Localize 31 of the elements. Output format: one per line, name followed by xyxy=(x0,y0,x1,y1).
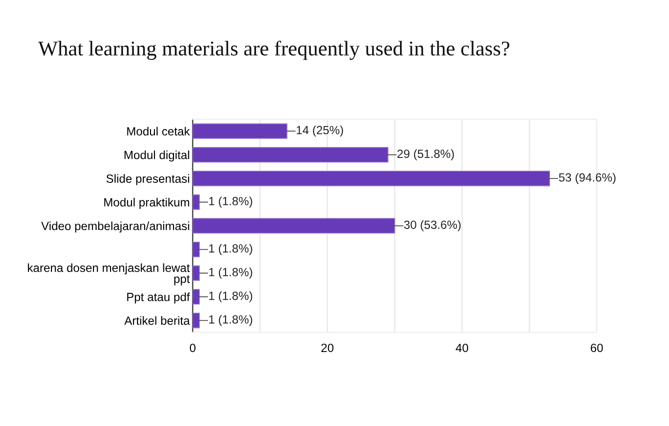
data-label: 30 (53.6%) xyxy=(404,220,461,232)
y-tick-label: Modul cetak xyxy=(127,126,190,136)
x-tick-label: 40 xyxy=(456,344,468,352)
x-tick-label: 60 xyxy=(590,344,603,352)
bar xyxy=(192,218,396,234)
y-tick-label: Artikel berita xyxy=(124,316,190,325)
data-label: 1 (1.8%) xyxy=(209,196,252,208)
bar xyxy=(192,123,288,139)
chart-title: What learning materials are frequently used in the class? xyxy=(38,40,510,60)
y-tick-label: Ppt atau pdf xyxy=(127,292,190,304)
x-tick-label: 20 xyxy=(321,344,334,352)
y-tick-label: Modul praktikum xyxy=(104,198,190,209)
data-label: 14 (25%) xyxy=(296,126,344,137)
bar xyxy=(192,289,200,305)
data-label: 1 (1.8%) xyxy=(209,244,252,255)
data-label: 29 (51.8%) xyxy=(397,149,454,160)
bar xyxy=(192,242,200,258)
y-tick-label: Modul digital xyxy=(124,150,190,162)
bar xyxy=(192,170,550,186)
bar xyxy=(192,194,200,210)
bar xyxy=(192,147,388,163)
x-tick-label: 0 xyxy=(190,344,196,352)
bar xyxy=(192,265,200,281)
y-tick-label: karena dosen menjaskan lewat ppt xyxy=(28,263,190,286)
data-label: 1 (1.8%) xyxy=(209,291,252,302)
y-tick-label: Video pembelajaran/animasi xyxy=(41,222,190,233)
data-label: 1 (1.8%) xyxy=(209,268,252,279)
y-tick-label: Slide presentasi xyxy=(106,174,190,186)
bar xyxy=(192,312,200,328)
data-label: 53 (94.6%) xyxy=(558,172,616,184)
data-label: 1 (1.8%) xyxy=(209,314,252,326)
